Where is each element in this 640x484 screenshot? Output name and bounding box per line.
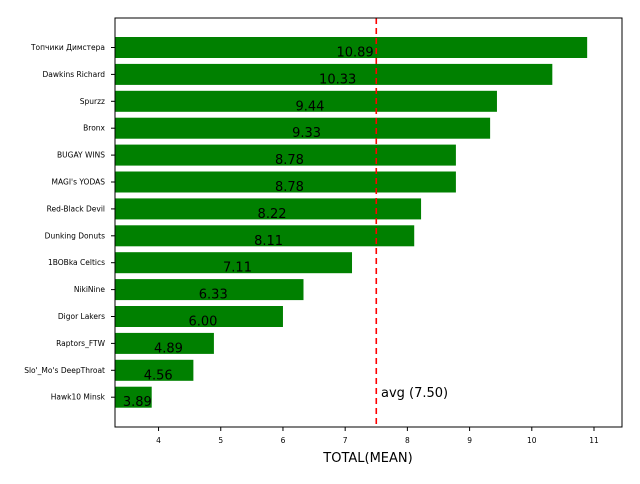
bar (115, 117, 491, 139)
y-tick-label: MAGI's YODAS (52, 178, 106, 187)
plot-frame (114, 17, 623, 428)
bar (115, 386, 152, 408)
bar-value-label: 10.33 (319, 72, 356, 87)
x-tick-label: 10 (527, 436, 537, 445)
bar-value-label: 9.33 (292, 126, 321, 141)
bar-value-label: 10.89 (336, 46, 373, 61)
bar-value-label: 6.00 (189, 315, 218, 330)
y-tick-label: Топчики Димстера (30, 43, 105, 52)
x-tick-label: 5 (218, 436, 223, 445)
bar (115, 279, 304, 301)
y-tick-label: BUGAY WINS (57, 151, 105, 160)
y-tick-label: Digor Lakers (58, 312, 105, 321)
x-tick-label: 6 (281, 436, 286, 445)
bar-value-label: 3.89 (123, 395, 152, 410)
bar-value-label: 8.78 (275, 180, 304, 195)
y-tick-label: Dunking Donuts (45, 231, 105, 240)
bar-value-label: 8.78 (275, 153, 304, 168)
y-tick-label: NikiNine (74, 285, 106, 294)
bars-layer (115, 37, 588, 408)
bar-value-label: 4.56 (144, 368, 173, 383)
y-tick-label: Hawk10 Minsk (51, 393, 106, 402)
x-tick-label: 8 (405, 436, 410, 445)
x-tick-label: 7 (343, 436, 348, 445)
bar (115, 171, 456, 193)
x-tick-label: 9 (467, 436, 472, 445)
bar (115, 359, 194, 381)
reference-line-label: avg (7.50) (381, 386, 448, 401)
bar (115, 306, 283, 327)
y-axis: Топчики Димстера Dawkins Richard Spurzz Bro… (24, 43, 115, 402)
y-tick-label: Raptors_FTW (56, 339, 105, 348)
bar-value-label: 7.11 (223, 261, 252, 276)
y-tick-label: Bronx (83, 124, 105, 133)
bar (115, 144, 456, 166)
y-tick-label: Spurzz (80, 97, 105, 106)
x-tick-label: 4 (156, 436, 161, 445)
bar (115, 90, 497, 112)
bar-value-label: 8.11 (254, 234, 283, 249)
y-tick-label: Slo'_Mo's DeepThroat (24, 366, 105, 375)
bar-value-label: 6.33 (199, 288, 228, 303)
y-tick-label: Dawkins Richard (43, 70, 106, 79)
x-tick-label: 11 (589, 436, 599, 445)
x-axis-label: TOTAL(MEAN) (322, 451, 412, 466)
bar (115, 37, 588, 58)
bar (115, 63, 553, 85)
y-tick-label: Red-Black Devil (47, 204, 105, 213)
bar (115, 332, 214, 354)
y-tick-label: 1BOBka Celtics (48, 258, 105, 267)
bar (115, 252, 353, 274)
bar-value-label: 4.89 (154, 341, 183, 356)
bar (115, 198, 422, 220)
x-axis: 4 5 6 7 8 9 10 11 (156, 427, 599, 445)
bar (115, 225, 415, 247)
bar-value-label: 9.44 (296, 99, 325, 114)
bar-value-label: 8.22 (258, 207, 287, 222)
value-labels-layer: 10.89 10.33 9.44 9.33 8.78 8.78 8.22 8.117.11 6.… (123, 46, 374, 411)
